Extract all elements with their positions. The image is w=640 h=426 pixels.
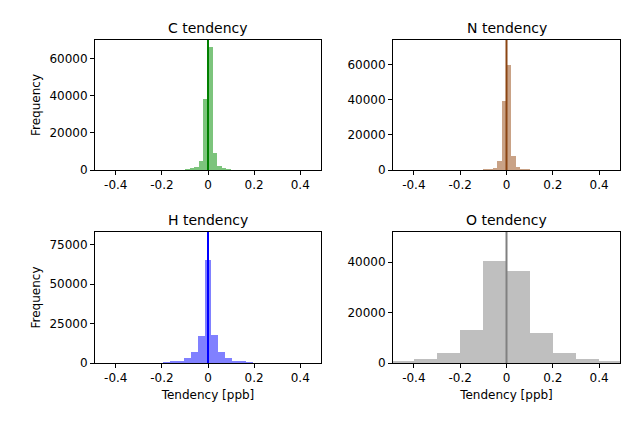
svg-text:-0.4: -0.4 xyxy=(402,178,425,192)
svg-text:O tendency: O tendency xyxy=(466,212,547,228)
svg-text:C tendency: C tendency xyxy=(168,20,248,36)
svg-text:0: 0 xyxy=(80,163,88,177)
svg-text:40000: 40000 xyxy=(347,93,385,107)
svg-text:40000: 40000 xyxy=(347,255,385,269)
svg-text:-0.2: -0.2 xyxy=(150,371,173,385)
svg-text:20000: 20000 xyxy=(49,126,87,140)
svg-text:Tendency [ppb]: Tendency [ppb] xyxy=(459,388,553,402)
svg-text:0.4: 0.4 xyxy=(590,178,609,192)
svg-text:0.4: 0.4 xyxy=(291,178,310,192)
svg-text:0: 0 xyxy=(378,163,386,177)
svg-text:0.2: 0.2 xyxy=(543,371,562,385)
svg-text:0: 0 xyxy=(503,178,511,192)
svg-text:50000: 50000 xyxy=(49,277,87,291)
svg-text:0.4: 0.4 xyxy=(291,371,310,385)
svg-text:0.2: 0.2 xyxy=(245,178,264,192)
svg-text:-0.2: -0.2 xyxy=(448,371,471,385)
svg-text:0: 0 xyxy=(503,371,511,385)
svg-text:-0.4: -0.4 xyxy=(104,371,127,385)
svg-text:25000: 25000 xyxy=(49,317,87,331)
svg-text:-0.2: -0.2 xyxy=(448,178,471,192)
svg-text:75000: 75000 xyxy=(49,238,87,252)
svg-text:-0.4: -0.4 xyxy=(104,178,127,192)
svg-text:0: 0 xyxy=(378,356,386,370)
svg-text:0.2: 0.2 xyxy=(245,371,264,385)
svg-text:0.2: 0.2 xyxy=(543,178,562,192)
svg-text:Tendency [ppb]: Tendency [ppb] xyxy=(161,388,255,402)
svg-text:20000: 20000 xyxy=(347,306,385,320)
svg-text:-0.2: -0.2 xyxy=(150,178,173,192)
svg-text:0: 0 xyxy=(204,178,212,192)
svg-text:Frequency: Frequency xyxy=(29,267,43,329)
svg-text:Frequency: Frequency xyxy=(29,74,43,136)
svg-text:0.4: 0.4 xyxy=(590,371,609,385)
svg-text:N tendency: N tendency xyxy=(467,20,547,36)
svg-text:H tendency: H tendency xyxy=(168,212,248,228)
svg-text:60000: 60000 xyxy=(49,52,87,66)
svg-text:60000: 60000 xyxy=(347,58,385,72)
svg-text:0: 0 xyxy=(204,371,212,385)
svg-text:20000: 20000 xyxy=(347,128,385,142)
svg-text:-0.4: -0.4 xyxy=(402,371,425,385)
svg-text:40000: 40000 xyxy=(49,89,87,103)
svg-text:0: 0 xyxy=(80,356,88,370)
